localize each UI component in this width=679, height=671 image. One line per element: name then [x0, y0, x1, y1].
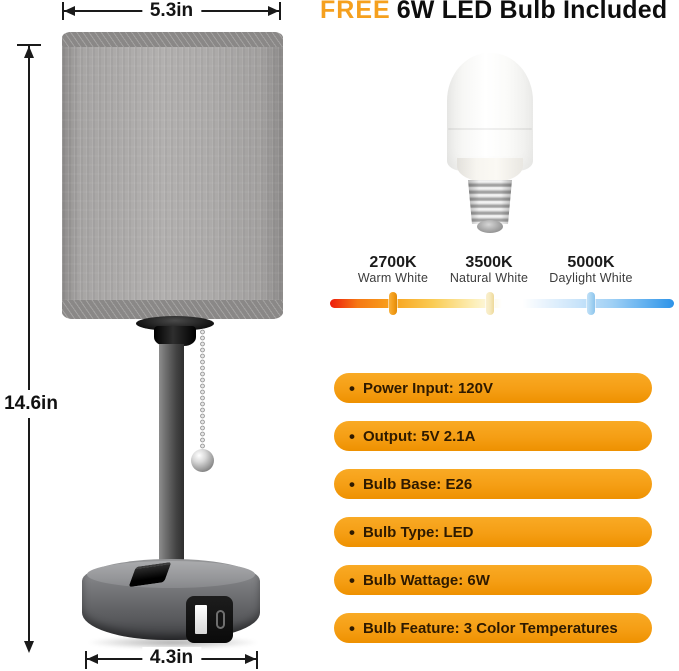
spec-pill-bulb-base: • Bulb Base: E26	[334, 469, 652, 499]
title-highlight: FREE	[320, 0, 391, 24]
dimension-tick	[279, 2, 281, 20]
lamp-shade	[62, 32, 283, 319]
bullet-icon: •	[349, 522, 355, 542]
shade-width-dimension: 5.3in	[62, 0, 281, 22]
lamp-height-label: 14.6in	[0, 390, 62, 418]
color-temperature-gradient-bar	[330, 299, 674, 308]
arrow-left-icon	[87, 654, 98, 664]
spec-pill-power-input: • Power Input: 120V	[334, 373, 652, 403]
arrow-right-icon	[268, 6, 279, 16]
usb-a-port-icon	[195, 605, 207, 634]
height-dimension-line	[28, 46, 30, 646]
arrow-left-icon	[64, 6, 75, 16]
bulb-screw-base	[468, 180, 512, 224]
bullet-icon: •	[349, 426, 355, 446]
spec-text: Bulb Base: E26	[362, 475, 473, 493]
kelvin-name: Natural White	[449, 271, 529, 285]
led-bulb-image	[440, 50, 560, 240]
arrow-right-icon	[245, 654, 256, 664]
bulb-contact-tip	[477, 220, 503, 233]
base-width-dimension: 4.3in	[85, 647, 258, 669]
spec-text: Bulb Wattage: 6W	[362, 571, 490, 589]
temp-tick-2700k	[389, 292, 397, 315]
shade-width-label: 5.3in	[141, 0, 202, 22]
spec-pill-bulb-feature: • Bulb Feature: 3 Color Temperatures	[334, 613, 652, 643]
bullet-icon: •	[349, 570, 355, 590]
spec-pill-bulb-type: • Bulb Type: LED	[334, 517, 652, 547]
kelvin-name: Daylight White	[549, 271, 633, 285]
bulb-seam	[448, 128, 532, 130]
usb-panel	[186, 596, 233, 643]
kelvin-value: 5000K	[567, 254, 615, 271]
spec-list: • Power Input: 120V • Output: 5V 2.1A • …	[334, 373, 652, 661]
pull-chain-ball	[191, 449, 214, 472]
spec-text: Power Input: 120V	[362, 379, 493, 397]
temp-label-3500k: 3500K Natural White	[429, 254, 549, 285]
bulb-body	[447, 53, 533, 171]
page-title: FREE 6W LED Bulb Included	[320, 0, 667, 23]
lamp-pole	[159, 344, 184, 566]
temp-tick-3500k	[486, 292, 494, 315]
kelvin-value: 2700K	[369, 254, 417, 271]
usb-c-port-icon	[216, 610, 225, 629]
bullet-icon: •	[349, 474, 355, 494]
spec-text: Bulb Type: LED	[362, 523, 474, 541]
socket-collar	[154, 326, 196, 346]
bullet-icon: •	[349, 378, 355, 398]
temp-tick-5000k	[587, 292, 595, 315]
bulb-neck	[457, 158, 523, 182]
bullet-icon: •	[349, 618, 355, 638]
arrow-down-icon	[24, 641, 34, 653]
title-rest: 6W LED Bulb Included	[396, 0, 668, 24]
base-width-label: 4.3in	[141, 647, 202, 669]
kelvin-value: 3500K	[465, 254, 513, 271]
spec-pill-bulb-wattage: • Bulb Wattage: 6W	[334, 565, 652, 595]
spec-pill-output: • Output: 5V 2.1A	[334, 421, 652, 451]
spec-text: Output: 5V 2.1A	[362, 427, 476, 445]
spec-text: Bulb Feature: 3 Color Temperatures	[362, 619, 618, 637]
shade-bottom-trim	[62, 300, 283, 319]
dimension-tick	[256, 651, 258, 669]
arrow-up-icon	[24, 46, 34, 58]
temp-label-5000k: 5000K Daylight White	[531, 254, 651, 285]
kelvin-name: Warm White	[357, 271, 429, 285]
dimension-cap	[17, 44, 41, 46]
lamp-base-top	[87, 561, 255, 588]
pull-chain	[200, 329, 205, 451]
dimension-tick	[62, 2, 64, 20]
temp-label-2700k: 2700K Warm White	[333, 254, 453, 285]
lamp-base	[82, 559, 260, 640]
shade-top-trim	[62, 32, 283, 47]
dimension-tick	[85, 651, 87, 669]
